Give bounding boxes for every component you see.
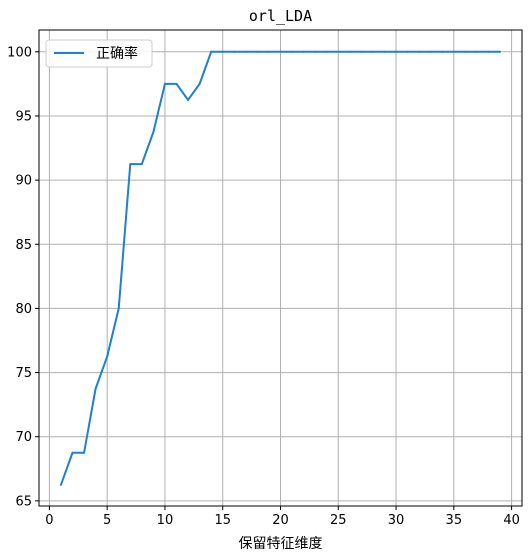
- grid: [39, 30, 522, 506]
- data-point: [464, 50, 467, 53]
- data-point: [94, 387, 97, 390]
- legend-box: [45, 39, 153, 68]
- data-point: [175, 82, 178, 85]
- x-tick-label: 30: [388, 513, 405, 528]
- data-point: [163, 82, 166, 85]
- data-point: [140, 163, 143, 166]
- x-tick-label: 5: [103, 513, 111, 528]
- y-axis: 65 70 75 80 85 90 95 100: [7, 45, 39, 509]
- data-point: [395, 50, 398, 53]
- data-point: [267, 50, 270, 53]
- legend-label: 正确率: [96, 45, 138, 62]
- x-tick-label: 0: [45, 513, 53, 528]
- y-tick-label: 95: [15, 109, 32, 124]
- data-point: [152, 131, 155, 133]
- data-point: [441, 50, 444, 53]
- data-point: [117, 307, 120, 310]
- y-tick-label: 100: [7, 45, 32, 60]
- series-layer: [59, 50, 502, 486]
- x-tick-label: 35: [446, 513, 463, 528]
- y-tick-label: 70: [15, 430, 32, 445]
- data-point: [383, 50, 386, 53]
- data-point: [418, 50, 421, 53]
- data-point: [475, 50, 478, 53]
- data-point: [406, 50, 409, 53]
- data-point: [302, 50, 305, 53]
- data-point: [371, 50, 374, 53]
- x-tick-label: 25: [330, 513, 347, 528]
- data-point: [487, 50, 490, 53]
- data-point: [83, 451, 86, 454]
- data-point: [360, 50, 363, 53]
- data-point: [499, 50, 502, 53]
- data-point: [348, 50, 351, 53]
- data-point: [256, 50, 259, 53]
- data-point: [198, 82, 201, 85]
- data-point: [337, 50, 340, 53]
- data-point: [59, 483, 62, 486]
- data-point: [233, 50, 236, 53]
- x-tick-label: 10: [157, 513, 174, 528]
- y-tick-label: 85: [15, 238, 32, 253]
- chart-title: orl_LDA: [249, 7, 312, 25]
- data-point: [325, 50, 328, 53]
- y-tick-label: 65: [15, 494, 32, 509]
- y-tick-label: 75: [15, 366, 32, 381]
- data-point: [129, 163, 132, 166]
- x-axis: 0 5 10 15 20 25 30 35 40: [45, 506, 520, 528]
- data-point: [187, 98, 190, 101]
- y-tick-label: 90: [15, 174, 32, 189]
- x-tick-label: 15: [214, 513, 231, 528]
- data-point: [279, 50, 282, 53]
- data-point: [429, 50, 432, 53]
- data-point: [106, 355, 109, 358]
- data-point: [314, 50, 317, 53]
- y-tick-label: 80: [15, 302, 32, 317]
- data-point: [291, 50, 294, 53]
- data-point: [244, 50, 247, 53]
- x-tick-label: 40: [503, 513, 520, 528]
- x-axis-label: 保留特征维度: [239, 536, 323, 552]
- data-point: [210, 50, 213, 53]
- data-point: [71, 451, 74, 454]
- legend: 正确率: [45, 39, 153, 68]
- data-point: [221, 50, 224, 53]
- data-point: [452, 50, 455, 53]
- x-tick-label: 20: [272, 513, 289, 528]
